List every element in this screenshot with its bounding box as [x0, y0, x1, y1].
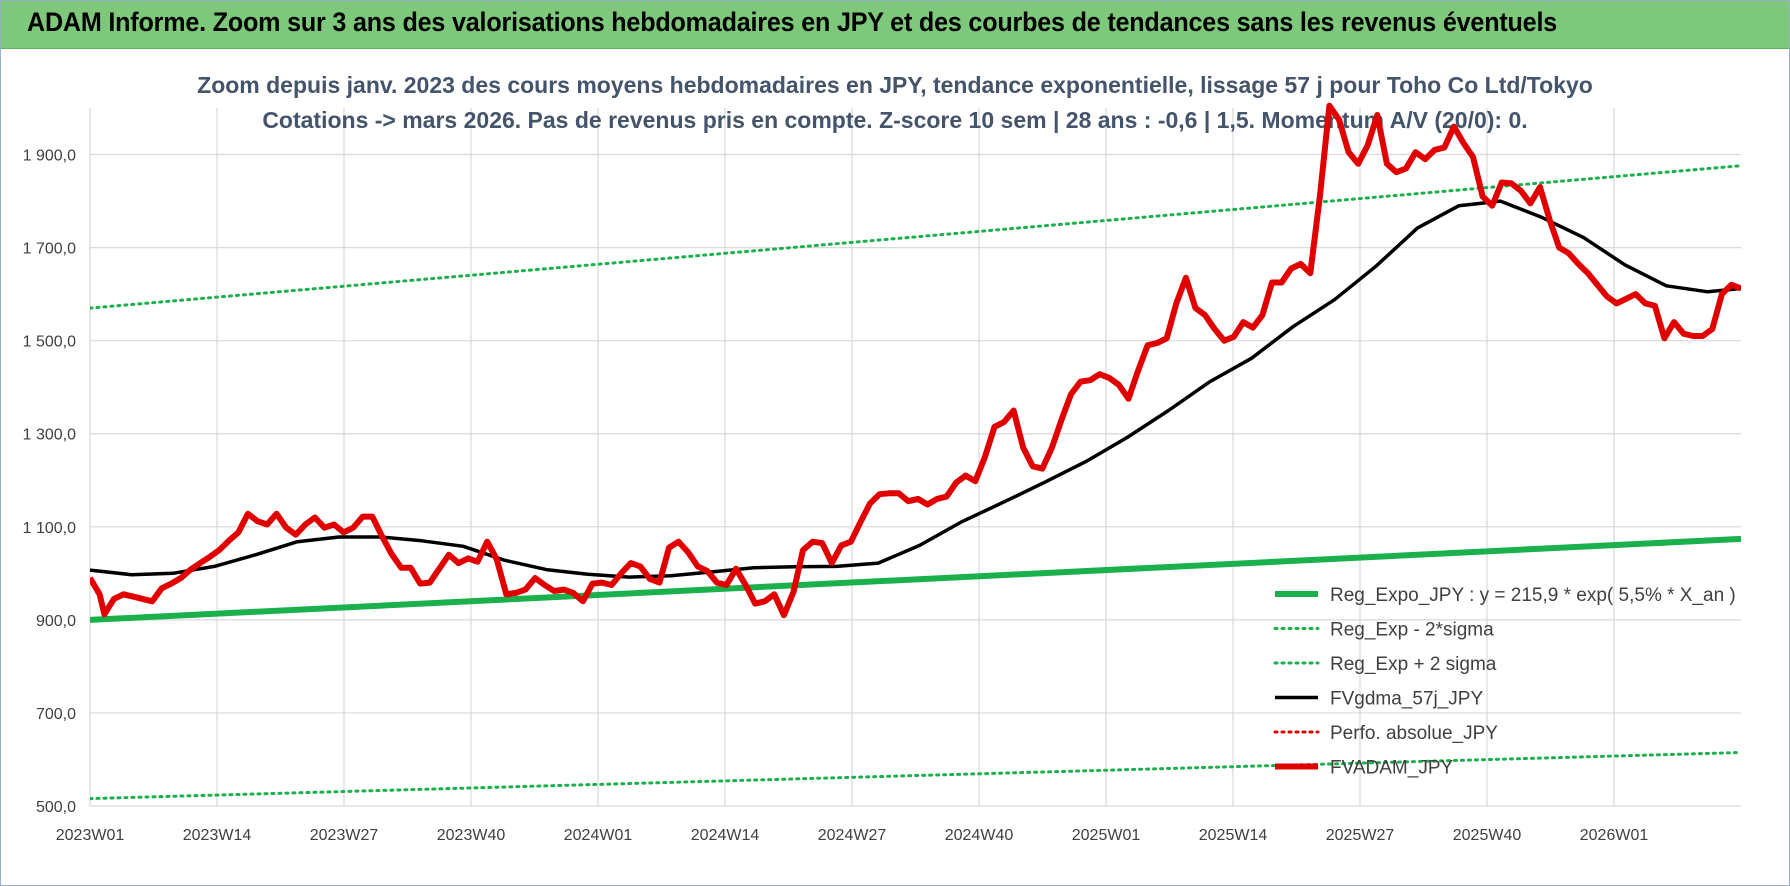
- banner-title: ADAM Informe. Zoom sur 3 ans des valoris…: [27, 7, 1558, 37]
- y-tick-label: 700,0: [36, 706, 76, 723]
- y-tick-label: 1 500,0: [23, 334, 76, 351]
- x-tick-label: 2024W01: [564, 827, 633, 844]
- x-tick-label: 2024W40: [945, 827, 1014, 844]
- series-reg-line: [90, 535, 1741, 623]
- subtitle-line-1: Zoom depuis janv. 2023 des cours moyens …: [197, 72, 1593, 98]
- report-banner: ADAM Informe. Zoom sur 3 ans des valoris…: [1, 1, 1789, 49]
- x-tick-label: 2025W01: [1072, 827, 1141, 844]
- x-tick-label: 2025W14: [1199, 827, 1268, 844]
- y-tick-label: 900,0: [36, 613, 76, 630]
- series-minus-line: [90, 751, 1741, 801]
- y-axis-labels: 500,0 700,0 900,0 1 100,0 1 300,0 1 500,0 1 70…: [23, 148, 76, 816]
- legend-label-plus: Reg_Exp + 2 sigma: [1330, 654, 1497, 675]
- grid: [89, 108, 1741, 807]
- subtitle-line-2: Cotations -> mars 2026. Pas de revenus p…: [262, 107, 1527, 133]
- x-tick-label: 2024W27: [818, 827, 887, 844]
- x-tick-label: 2025W27: [1326, 827, 1395, 844]
- x-tick-label: 2023W01: [56, 827, 125, 844]
- y-tick-label: 500,0: [36, 799, 76, 816]
- x-tick-label: 2023W40: [437, 827, 506, 844]
- legend-label-gdma: FVgdma_57j_JPY: [1330, 689, 1483, 710]
- x-tick-label: 2023W14: [183, 827, 252, 844]
- series-gdma-line: [90, 199, 1741, 579]
- series-price-line: [90, 102, 1741, 619]
- y-tick-label: 1 100,0: [23, 520, 76, 537]
- legend-label-minus: Reg_Exp - 2*sigma: [1330, 620, 1494, 641]
- y-tick-label: 1 300,0: [23, 427, 76, 444]
- legend: Reg_Expo_JPY : y = 215,9 * exp( 5,5% * X…: [1273, 585, 1736, 779]
- x-axis-labels: 2023W01 2023W14 2023W27 2023W40 2024W01 2024W…: [56, 827, 1649, 844]
- legend-label-price: FVADAM_JPY: [1330, 758, 1454, 779]
- x-tick-label: 2025W40: [1453, 827, 1522, 844]
- legend-label-reg: Reg_Expo_JPY : y = 215,9 * exp( 5,5% * X…: [1330, 585, 1736, 606]
- x-tick-label: 2026W01: [1580, 827, 1649, 844]
- y-tick-label: 1 700,0: [23, 241, 76, 258]
- legend-label-perfo: Perfo. absolue_JPY: [1330, 723, 1498, 744]
- series-plus-line: [90, 164, 1741, 310]
- y-tick-label: 1 900,0: [23, 148, 76, 165]
- series-layer: [90, 102, 1741, 801]
- chart-subtitle: Zoom depuis janv. 2023 des cours moyens …: [197, 72, 1593, 133]
- x-tick-label: 2023W27: [310, 827, 379, 844]
- x-tick-label: 2024W14: [691, 827, 760, 844]
